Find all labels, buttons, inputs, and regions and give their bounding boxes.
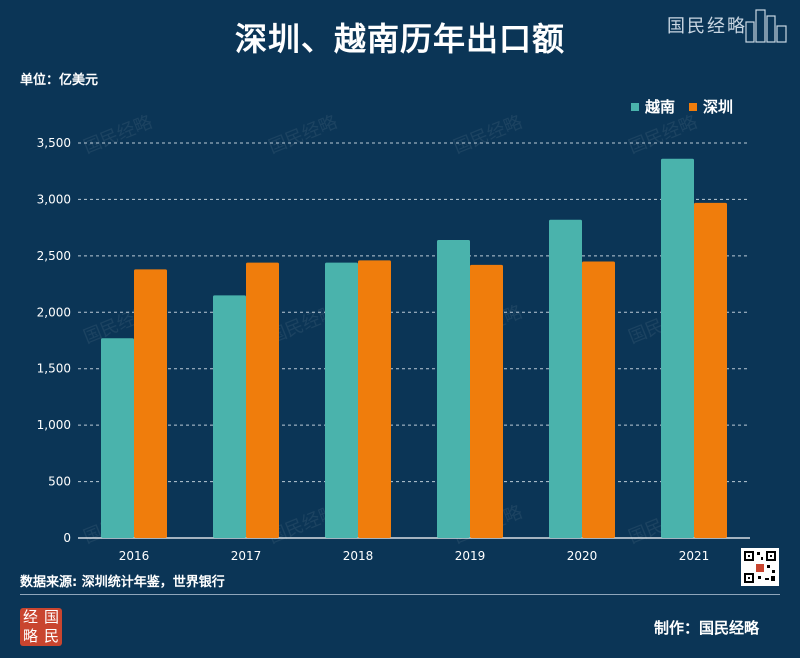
data-source: 数据来源: 深圳统计年鉴，世界银行 <box>20 575 225 590</box>
logo-char: 国 <box>43 608 59 626</box>
maker-credit: 制作：国民经略 <box>654 619 760 637</box>
legend-label-shenzhen: 深圳 <box>703 98 734 116</box>
watermark-text: 国民经略 <box>451 112 526 158</box>
x-tick-label: 2021 <box>679 549 710 563</box>
brand-logo: 经 国 略 民 <box>20 608 62 646</box>
bar-shenzhen <box>694 202 727 539</box>
legend-label-vietnam: 越南 <box>645 98 676 116</box>
bar-vietnam <box>101 338 134 538</box>
watermark-text: 国民经略 <box>266 112 341 158</box>
logo-char: 民 <box>43 627 59 645</box>
bar-chart: 国民经略国民经略国民经略国民经略国民经略国民经略国民经略国民经略国民经略国民经略… <box>37 112 750 563</box>
legend-swatch-vietnam <box>631 102 639 111</box>
y-tick-label: 1,500 <box>37 362 71 376</box>
watermark-text: 国民经略 <box>81 112 156 158</box>
bar-vietnam <box>213 295 246 538</box>
y-tick-label: 3,000 <box>37 192 71 206</box>
bar-shenzhen <box>134 269 167 538</box>
legend-swatch-shenzhen <box>689 102 698 111</box>
qr-code-icon <box>741 548 779 586</box>
y-tick-label: 500 <box>48 475 71 489</box>
y-tick-label: 0 <box>63 531 71 545</box>
x-tick-label: 2016 <box>119 549 150 563</box>
y-tick-label: 3,500 <box>37 136 71 150</box>
bar-shenzhen <box>470 264 503 538</box>
y-tick-label: 2,000 <box>37 305 71 319</box>
bar-shenzhen <box>246 262 279 538</box>
legend-item-shenzhen: 深圳 <box>689 96 733 117</box>
watermark-text: 国民经略 <box>626 112 701 158</box>
legend-item-vietnam: 越南 <box>631 96 675 117</box>
x-tick-label: 2020 <box>567 549 598 563</box>
x-tick-label: 2018 <box>343 549 374 563</box>
logo-char: 略 <box>22 627 38 645</box>
y-tick-label: 1,000 <box>37 418 71 432</box>
bar-shenzhen <box>582 261 615 538</box>
city-skyline-icon <box>745 9 787 43</box>
chart-legend: 越南 深圳 <box>631 96 747 117</box>
unit-label: 单位：亿美元 <box>20 73 99 88</box>
footer-divider <box>20 594 780 595</box>
x-tick-label: 2019 <box>455 549 486 563</box>
bar-vietnam <box>325 262 358 538</box>
chart-title: 深圳、越南历年出口额 <box>234 20 565 58</box>
bar-vietnam <box>437 240 470 539</box>
brand-wordmark: 国民经略 <box>667 16 747 37</box>
logo-char: 经 <box>22 608 38 626</box>
bar-vietnam <box>549 219 582 538</box>
x-tick-label: 2017 <box>231 549 262 563</box>
bar-vietnam <box>661 158 694 539</box>
bar-shenzhen <box>358 260 391 538</box>
y-tick-label: 2,500 <box>37 249 71 263</box>
